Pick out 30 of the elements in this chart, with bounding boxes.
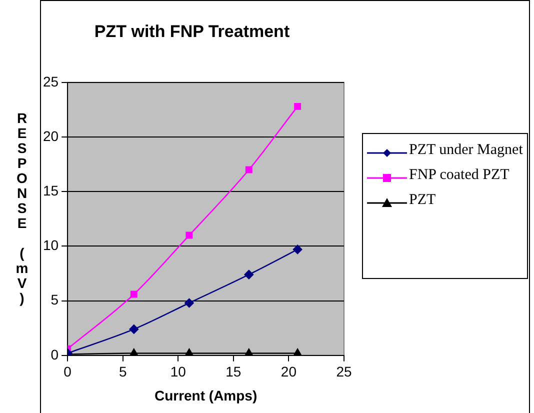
- legend-label: PZT: [409, 192, 436, 209]
- x-tick-label: 25: [336, 364, 352, 380]
- point: [292, 244, 302, 254]
- legend-label: FNP coated PZT: [409, 167, 510, 184]
- y-axis-title: RESPONSE (mV): [14, 110, 31, 305]
- point: [130, 290, 138, 298]
- x-tick-label: 20: [280, 364, 297, 380]
- x-tick-label: 15: [226, 364, 242, 380]
- x-axis-title: Current (Amps): [154, 387, 258, 404]
- point: [244, 348, 254, 356]
- y-tick-label: 20: [42, 128, 59, 144]
- point: [186, 232, 193, 239]
- y-tick-label: 10: [42, 237, 59, 254]
- x-tick-label: 10: [170, 364, 186, 380]
- point: [293, 348, 302, 356]
- point: [130, 348, 138, 356]
- y-tick-label: 15: [42, 182, 59, 198]
- point: [129, 324, 139, 334]
- y-tick-label: 5: [50, 292, 59, 308]
- point: [185, 348, 194, 356]
- legend-label: PZT under Magnet: [409, 142, 523, 159]
- chart-title: PZT with FNP Treatment: [94, 22, 290, 41]
- y-tick-label: 25: [42, 73, 59, 90]
- point: [184, 298, 194, 308]
- point: [294, 102, 302, 110]
- x-tick-label: 0: [64, 364, 72, 380]
- point: [245, 166, 252, 174]
- y-tick-label: 0: [50, 346, 59, 362]
- x-tick-label: 5: [118, 364, 127, 380]
- point: [244, 270, 254, 280]
